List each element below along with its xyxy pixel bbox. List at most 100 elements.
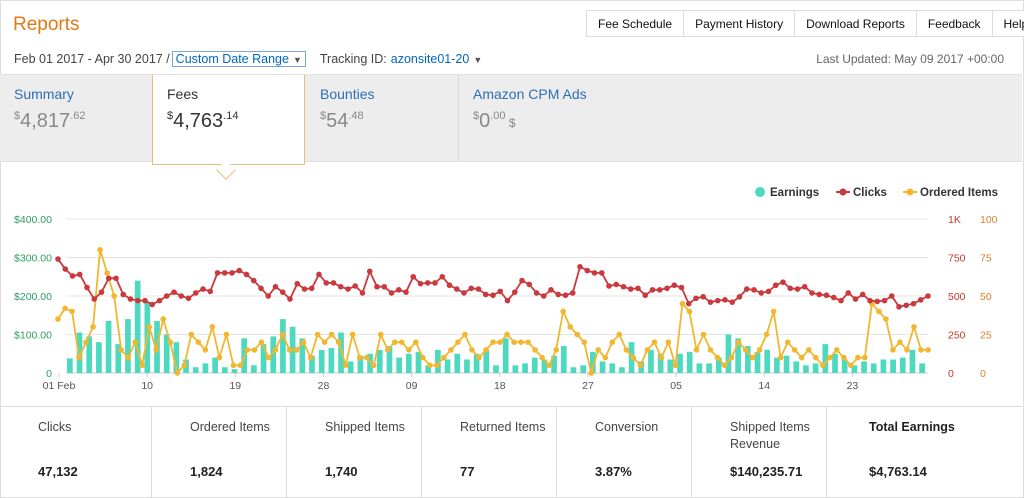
earnings-bar (812, 363, 819, 373)
ordered-items-point (679, 300, 686, 307)
clicks-point (925, 293, 931, 299)
ordered-items-point (90, 324, 96, 330)
last-updated-text: Last Updated: May 09 2017 +00:00 (816, 52, 1004, 66)
tab-amount: $4,763.14 (167, 110, 239, 132)
stat-value: $4,763.14 (869, 464, 927, 479)
tracking-id-select[interactable]: azonsite01-20 ▼ (391, 52, 482, 66)
clicks-point (526, 281, 533, 288)
tab-amazon-cpm-ads[interactable]: Amazon CPM Ads $0.00 $ (459, 75, 659, 161)
clicks-point (91, 296, 98, 302)
clicks-point (287, 296, 293, 302)
tracking-id-value: azonsite01-20 (390, 52, 470, 66)
clicks-point (903, 302, 910, 309)
ordered-items-point (139, 362, 145, 369)
ordered-items-point (581, 339, 588, 345)
clicks-point (859, 291, 866, 298)
earnings-bar (192, 367, 199, 373)
ordered-items-point (167, 339, 174, 345)
tracking-id-label: Tracking ID: (319, 52, 387, 66)
ordered-items-point (441, 354, 447, 361)
legend-swatch (839, 188, 847, 196)
ordered-items-point (784, 339, 791, 345)
clicks-point (765, 288, 772, 295)
clicks-point (374, 283, 380, 290)
clicks-point (642, 292, 649, 299)
ordered-items-point (819, 362, 826, 369)
ordered-items-point (841, 354, 847, 361)
clicks-point (323, 280, 330, 286)
ordered-items-point (314, 331, 321, 338)
clicks-point (714, 297, 721, 304)
earnings-bar (405, 353, 412, 373)
clicks-point (867, 297, 873, 304)
clicks-point (69, 273, 76, 279)
ordered-items-point (805, 347, 812, 353)
clicks-point (722, 297, 728, 303)
tab-amount: $4,817.62 (14, 110, 86, 132)
earnings-bar (396, 357, 402, 373)
stat-value: 77 (460, 464, 475, 479)
clicks-point (345, 286, 351, 292)
stat-value: 1,740 (325, 464, 358, 479)
ordered-items-point (153, 347, 160, 353)
clicks-point (316, 271, 322, 278)
x-tick-label: 23 (847, 380, 859, 392)
stat-label: Shipped Items (325, 420, 405, 434)
nav-fee-schedule[interactable]: Fee Schedule (587, 11, 685, 36)
clicks-point (468, 285, 475, 292)
ordered-items-point (244, 347, 251, 353)
clicks-point (76, 271, 83, 278)
clicks-point (105, 275, 112, 282)
clicks-point (685, 300, 692, 307)
earnings-bar (328, 347, 335, 373)
earnings-bar (105, 321, 112, 373)
ordered-items-point (553, 347, 559, 353)
ordered-items-point (300, 339, 307, 345)
stat-label: Ordered Items (190, 420, 270, 434)
date-range-select[interactable]: Custom Date Range ▼ (171, 51, 306, 67)
ordered-items-point (321, 339, 328, 345)
clicks-point (606, 283, 612, 289)
clicks-point (200, 286, 206, 292)
nav-help[interactable]: Help (1003, 17, 1024, 31)
clicks-point (823, 292, 830, 299)
clicks-point (475, 286, 482, 292)
earnings-bar (590, 351, 596, 373)
ordered-items-point (904, 347, 910, 353)
filter-bar: Feb 01 2017 - Apr 30 2017 / Custom Date … (14, 51, 482, 67)
ordered-items-point (377, 331, 384, 338)
ordered-items-point (265, 354, 272, 361)
earnings-bar (76, 332, 83, 373)
earnings-bar (212, 357, 218, 373)
x-tick-label: 10 (141, 380, 153, 392)
legend-swatch (906, 188, 914, 196)
earnings-bar (280, 319, 286, 373)
clicks-point (84, 284, 90, 291)
tab-fees[interactable]: Fees $4,763.14 (152, 75, 305, 165)
nav-payment-history[interactable]: Payment History (684, 11, 796, 36)
nav-download-reports[interactable]: Download Reports (795, 11, 917, 36)
clicks-point (258, 285, 264, 292)
earnings-bar (464, 359, 470, 373)
tab-summary[interactable]: Summary $4,817.62 (0, 75, 152, 161)
ordered-items-point (714, 354, 721, 361)
ordered-items-point (69, 308, 75, 315)
earnings-bar (493, 365, 499, 373)
earnings-bar (347, 361, 354, 373)
clicks-point (178, 293, 185, 299)
clicks-point (453, 286, 460, 292)
ordered-items-point (525, 339, 531, 345)
stat-label: Returned Items (460, 420, 546, 434)
stat-conversion: Conversion 3.87% (557, 407, 692, 498)
y-right-items-tick-label: 100 (980, 214, 998, 226)
nav-feedback[interactable]: Feedback (917, 11, 993, 36)
clicks-point (729, 299, 736, 305)
clicks-point (185, 295, 192, 302)
tab-label: Bounties (320, 86, 375, 102)
earnings-bar (832, 353, 838, 373)
tab-bounties[interactable]: Bounties $54.48 (306, 75, 459, 161)
earnings-bar (299, 338, 306, 373)
clicks-point (678, 284, 685, 291)
earnings-bar (67, 358, 73, 373)
ordered-items-point (728, 354, 735, 361)
